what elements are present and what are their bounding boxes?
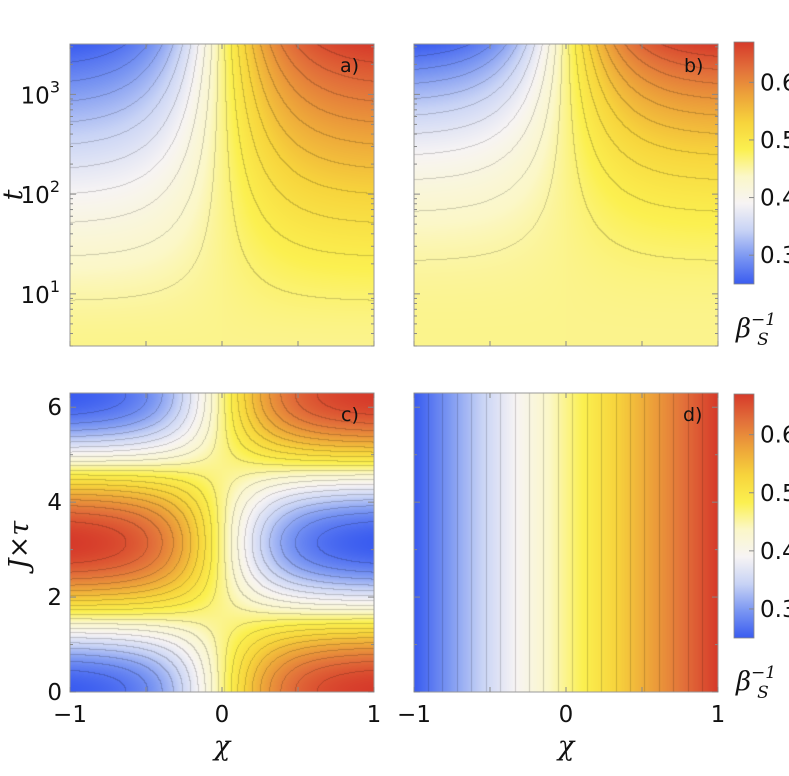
panel-label-c: c) xyxy=(341,404,359,426)
x-axis-label-d: χ xyxy=(556,731,576,762)
colorbar-tick-label: 0.5 xyxy=(760,481,789,507)
colorbar-tick-label: 0.3 xyxy=(760,243,789,269)
x-tick-label: −1 xyxy=(397,702,431,728)
colorbar-tick-label: 0.6 xyxy=(760,423,789,449)
panel-d: d) −1 0 1 χ xyxy=(397,392,725,762)
panel-label-a: a) xyxy=(340,55,359,77)
heatmap-b xyxy=(414,44,718,346)
colorbar-tick-label: 0.6 xyxy=(760,70,789,96)
x-tick-label: −1 xyxy=(53,702,87,728)
x-tick-label: 0 xyxy=(559,702,574,728)
heatmap-d xyxy=(414,393,718,692)
y-axis-label-a: t xyxy=(0,189,29,200)
heatmap-c xyxy=(70,393,374,692)
x-tick-label: 1 xyxy=(711,702,726,728)
panel-a: a) 101 102 103 t xyxy=(0,43,375,347)
colorbar-bottom-gradient xyxy=(733,393,755,639)
ticks-d: −1 0 1 xyxy=(397,393,725,728)
y-tick-label: 0 xyxy=(47,680,62,706)
y-tick-label: 4 xyxy=(47,490,62,516)
y-tick-label: 6 xyxy=(47,395,62,421)
colorbar-top-gradient xyxy=(733,41,755,285)
y-tick-label: 102 xyxy=(21,177,60,209)
colorbar-top: 0.3 0.4 0.5 0.6 β−1S xyxy=(733,41,789,350)
colorbar-top-label: β−1 S xyxy=(735,310,776,350)
ticks-b xyxy=(413,44,719,347)
colorbar-tick-label: 0.4 xyxy=(760,539,789,565)
y-tick-label: 101 xyxy=(21,277,60,309)
colorbar-bottom-ticks: 0.3 0.4 0.5 0.6 xyxy=(749,423,789,623)
y-tick-label: 2 xyxy=(47,585,62,611)
ticks-a: 101 102 103 xyxy=(21,44,375,347)
panel-label-b: b) xyxy=(684,55,703,77)
colorbar-bottom: 0.3 0.4 0.5 0.6 β−1S xyxy=(733,393,789,703)
panel-label-d: d) xyxy=(683,404,702,426)
y-axis-label-c: J×τ xyxy=(4,520,35,574)
x-tick-label: 0 xyxy=(215,702,230,728)
panel-b: b) xyxy=(413,43,719,347)
y-tick-label: 103 xyxy=(21,77,60,109)
x-tick-label: 1 xyxy=(367,702,382,728)
colorbar-tick-label: 0.3 xyxy=(760,597,789,623)
colorbar-bottom-label: β−1 S xyxy=(735,663,776,703)
heatmap-a xyxy=(70,44,374,346)
colorbar-top-ticks: 0.3 0.4 0.5 0.6 xyxy=(749,70,789,269)
colorbar-tick-label: 0.5 xyxy=(760,128,789,154)
x-axis-label-c: χ xyxy=(212,731,232,762)
colorbar-tick-label: 0.4 xyxy=(760,186,789,212)
